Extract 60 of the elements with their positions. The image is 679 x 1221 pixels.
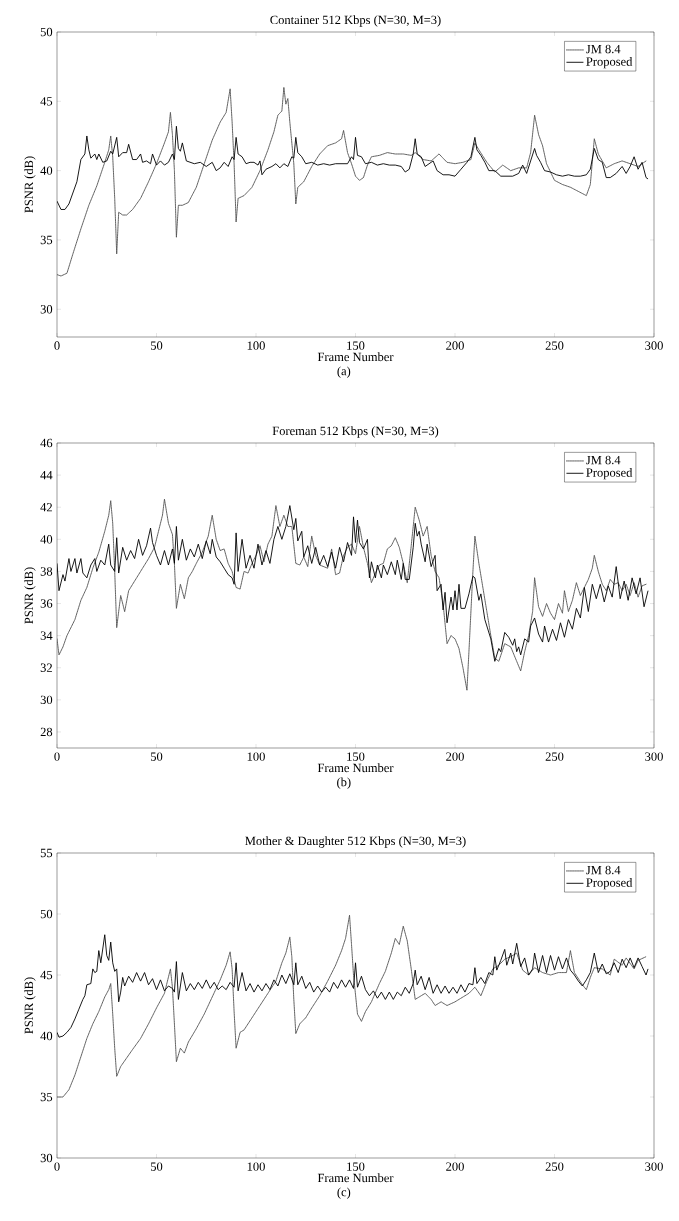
y-axis-title: PSNR (dB) [24, 156, 36, 213]
y-tick-label: 45 [40, 970, 53, 980]
text: (a) [337, 366, 351, 378]
legend-label: JM 8.4 [586, 44, 621, 54]
y-tick-label: 40 [40, 535, 53, 544]
y-tick-label: 34 [40, 631, 53, 640]
x-tick-label: 0 [54, 1162, 60, 1171]
x-tick-label: 300 [645, 341, 663, 350]
x-tick-label: 300 [645, 1162, 663, 1171]
x-tick-label: 100 [247, 1162, 265, 1171]
y-tick-label: 35 [40, 1092, 53, 1102]
x-axis-title: Frame Number [317, 1173, 394, 1183]
x-axis-title: Frame Number [317, 352, 394, 362]
x-tick-label: 250 [545, 341, 564, 350]
x-axis-title: Frame Number [317, 763, 394, 773]
legend-label: JM 8.4 [586, 455, 621, 465]
legend-label: Proposed [586, 878, 633, 890]
y-tick-label: 50 [40, 27, 53, 37]
y-tick-label: 40 [40, 1031, 53, 1041]
y-tick-label: 28 [40, 727, 53, 737]
y-tick-label: 32 [40, 663, 52, 672]
x-tick-label: 50 [150, 341, 163, 350]
x-tick-label: 50 [150, 752, 163, 761]
legend-label: Proposed [586, 468, 633, 480]
y-tick-label: 38 [40, 567, 53, 576]
x-tick-label: 200 [446, 1162, 464, 1171]
x-tick-label: 200 [446, 341, 464, 350]
x-tick-label: 250 [545, 1162, 564, 1171]
x-tick-label: 150 [347, 1162, 365, 1171]
chart-title: Mother & Daughter 512 Kbps (N=30, M=3) [245, 836, 466, 848]
x-tick-label: 150 [347, 341, 365, 350]
y-axis-title: PSNR (dB) [24, 567, 36, 624]
y-tick-label: 42 [40, 503, 52, 512]
y-axis-title: PSNR (dB) [24, 977, 36, 1034]
y-tick-label: 36 [40, 599, 53, 608]
chart-title: Foreman 512 Kbps (N=30, M=3) [272, 426, 439, 438]
x-tick-label: 150 [347, 752, 365, 761]
text: (c) [337, 1187, 351, 1199]
y-tick-label: 45 [40, 97, 53, 106]
legend-label: JM 8.4 [586, 865, 621, 875]
x-tick-label: 0 [54, 341, 60, 350]
y-tick-label: 30 [40, 695, 53, 705]
y-tick-label: 44 [40, 470, 53, 480]
y-tick-label: 50 [40, 909, 53, 919]
y-tick-label: 46 [40, 438, 53, 448]
x-tick-label: 250 [545, 752, 564, 761]
y-tick-label: 30 [40, 305, 53, 314]
x-tick-label: 50 [150, 1162, 163, 1171]
y-tick-label: 40 [40, 166, 53, 175]
x-tick-label: 200 [446, 752, 464, 761]
y-tick-label: 35 [40, 235, 53, 245]
y-tick-label: 55 [40, 848, 53, 858]
text: (b) [337, 777, 351, 789]
x-tick-label: 100 [247, 341, 265, 350]
x-tick-label: 100 [247, 752, 265, 761]
x-tick-label: 0 [54, 752, 60, 761]
chart-title: Container 512 Kbps (N=30, M=3) [270, 15, 441, 27]
x-tick-label: 300 [645, 752, 663, 761]
legend-label: Proposed [586, 57, 633, 69]
y-tick-label: 30 [40, 1153, 53, 1163]
